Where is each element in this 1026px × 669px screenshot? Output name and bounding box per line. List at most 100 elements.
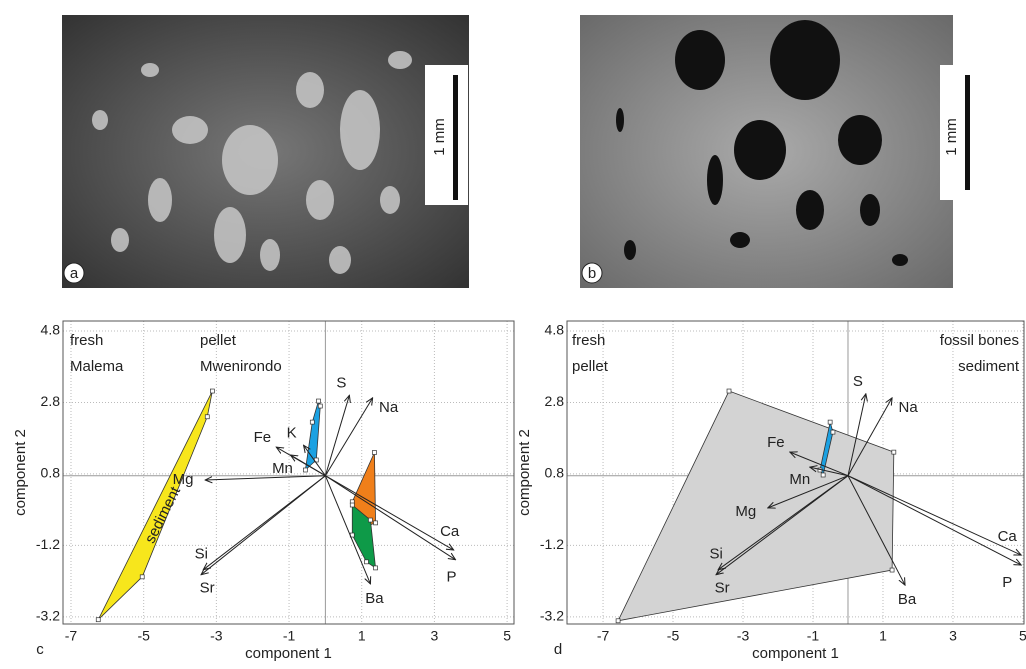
vertex-marker [615,618,621,624]
loading-arrow [324,395,349,476]
vertex-marker [309,419,315,425]
loading-arrow [304,445,326,477]
x-tick-label: 3 [949,628,957,644]
vertex-marker [303,467,308,473]
legend-entry: Malema [70,358,124,375]
arrow-label: Mg [735,503,756,520]
y-tick-label: 4.8 [545,322,565,338]
x-tick-label: -3 [210,628,223,644]
loading-arrow [324,398,372,476]
loading-arrow [325,475,455,560]
loading-arrow [847,394,866,476]
arrow-label: Fe [254,429,272,446]
vertex-marker [139,574,145,580]
legend-entry: pellet [572,358,609,375]
scale-bar-label: 1 mm [431,118,448,156]
x-tick-label: -5 [137,628,150,644]
x-axis-label: component 1 [752,645,839,662]
arrow-label: Ca [998,528,1018,545]
x-tick-label: -1 [807,628,820,644]
arrow-label: Si [709,546,722,563]
vertex-marker [317,403,323,409]
loading-arrow [847,475,1021,565]
x-tick-label: -3 [737,628,750,644]
y-tick-label: 4.8 [41,322,61,338]
photo-a [62,15,469,288]
arrow-label: Si [195,546,208,563]
vertex-marker [373,565,378,571]
plot: -7 -5 -3 -1 1 3 5 4.8 2.8 0.8 -1.2 -3.2 Mg Fe Mn S Na Ca P… [516,320,1026,662]
arrow-label: Sr [200,580,215,597]
arrow-label: P [1002,574,1012,591]
plot: -7 -5 -3 -1 1 3 54.82.80.8-1.2-3.2sedimentMgFe… [12,320,515,662]
arrow-label: Mn [272,460,293,477]
legend-entry: fossil bones [940,332,1019,349]
arrow-label: S [853,373,863,390]
arrow-label: Ba [898,591,917,608]
loading-arrow [324,475,370,584]
vertex-marker [726,388,732,394]
x-tick-label: -1 [283,628,296,644]
legend-entry: fresh [70,332,103,349]
arrow-label: P [446,569,456,586]
x-tick-label: 5 [503,628,511,644]
x-axis-label: component 1 [245,645,332,662]
arrow-label: K [287,424,297,441]
arrow-label: Fe [767,434,785,451]
loading-arrow [716,475,849,575]
photo-label: a [70,265,79,282]
x-tick-label: 1 [879,628,887,644]
arrow-label: Sr [715,580,730,597]
y-tick-label: -1.2 [36,536,60,552]
loading-arrow [201,475,326,575]
vertex-marker [316,398,321,404]
x-tick-label: 1 [358,628,366,644]
x-tick-label: -7 [65,628,78,644]
vertex-marker [820,472,826,478]
legend-entry: fresh [572,332,605,349]
panel-label: c [36,641,44,658]
loading-arrow [847,398,892,476]
arrow-label: Mn [789,471,810,488]
y-tick-label: -1.2 [540,536,564,552]
loading-arrow [290,455,326,477]
hull [97,390,213,620]
loading-arrow [325,475,453,550]
legend-entry: sediment [958,358,1020,375]
vertex-marker [364,559,369,565]
y-tick-label: -3.2 [36,608,60,624]
x-tick-label: 5 [1019,628,1026,644]
x-tick-label: -5 [667,628,680,644]
arrow-label: S [336,374,346,391]
arrow-label: Na [898,399,918,416]
arrow-label: Mg [173,471,194,488]
panel-label: d [554,641,562,658]
plot-frame [566,320,1025,625]
y-axis-label: component 2 [12,429,29,516]
vertex-marker [372,450,377,455]
photo-label: b [588,265,596,282]
vertex-marker [889,567,895,573]
scale-bar-label: 1 mm [943,118,960,156]
vertex-marker [204,414,210,420]
loading-arrow [790,452,849,477]
vertex-marker [210,388,215,394]
legend-entry: Mwenirondo [200,358,282,375]
vertex-marker [830,429,836,435]
loading-arrow [810,467,849,477]
y-axis-label: component 2 [516,429,533,516]
vertex-marker [368,517,373,523]
loading-arrow [205,475,326,480]
arrow-label: Ca [440,523,460,540]
vertex-marker [95,617,101,623]
y-tick-label: 0.8 [545,465,565,481]
x-tick-label: -7 [597,628,610,644]
loading-arrow [847,475,905,585]
y-tick-label: 2.8 [41,393,61,409]
photo-b [580,15,978,288]
loading-arrow [847,475,1021,555]
loading-arrow [768,475,849,508]
vertex-marker [373,520,378,526]
x-tick-label: 3 [431,628,439,644]
